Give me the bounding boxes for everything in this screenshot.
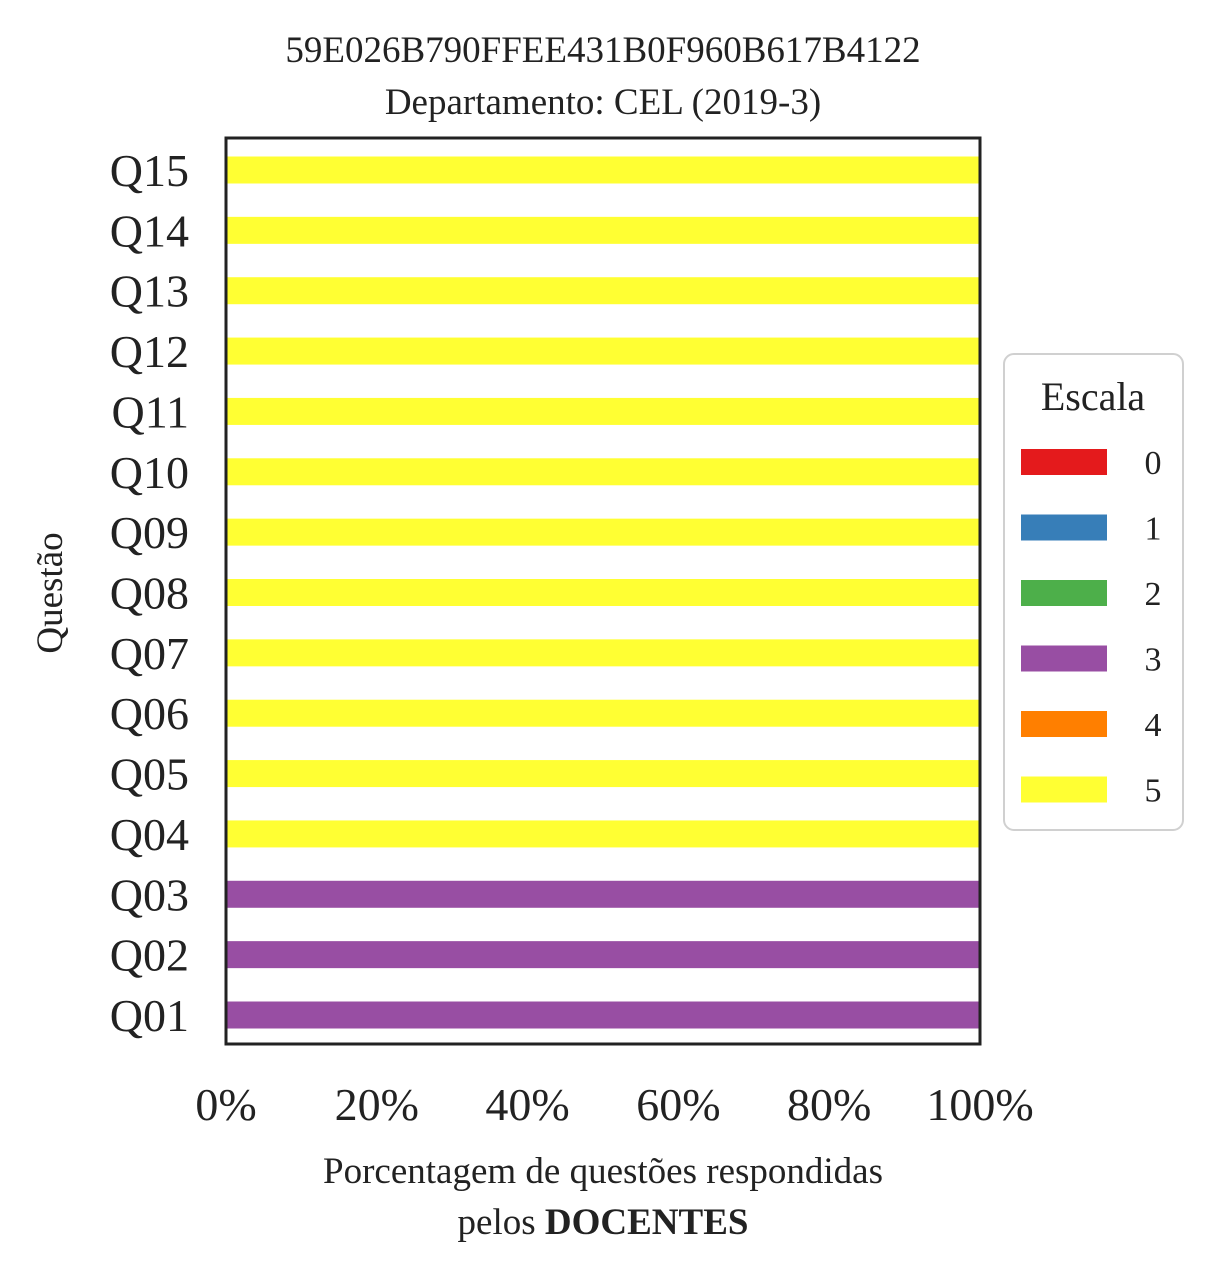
bar-q09-scale-5 (226, 518, 980, 546)
bar-q11-scale-5 (226, 397, 980, 425)
legend: Escala 0 1 2 3 4 5 (1003, 353, 1184, 831)
legend-label-0: 0 (1145, 445, 1162, 482)
x-axis-label-line1: Porcentagem de questões respondidas (323, 1151, 883, 1192)
x-tick-label-60: 60% (636, 1079, 720, 1130)
bar-q12-scale-5 (226, 337, 980, 365)
x-tick-label-20: 20% (335, 1079, 419, 1130)
legend-swatch-1 (1021, 514, 1107, 541)
legend-label-3: 3 (1145, 642, 1162, 679)
y-tick-label-q15: Q15 (110, 145, 189, 196)
x-axis-label-line2: pelos DOCENTES (458, 1202, 749, 1243)
y-tick-label-q13: Q13 (110, 266, 189, 317)
legend-label-1: 1 (1145, 511, 1162, 548)
chart-title: 59E026B790FFEE431B0F960B617B4122 (285, 30, 920, 71)
bar-q01-scale-3 (226, 1001, 980, 1029)
y-tick-label-q08: Q08 (110, 568, 189, 619)
y-tick-label-q07: Q07 (110, 628, 189, 679)
y-tick-label-q10: Q10 (110, 447, 189, 498)
bar-q02-scale-3 (226, 941, 980, 969)
bar-q05-scale-5 (226, 760, 980, 788)
chart-subtitle: Departamento: CEL (2019-3) (385, 82, 821, 123)
legend-swatch-2 (1021, 580, 1107, 606)
x-tick-label-80: 80% (787, 1079, 871, 1130)
legend-label-5: 5 (1145, 773, 1162, 810)
legend-swatch-4 (1021, 711, 1107, 737)
x-tick-labels: 0% 20% 40% 60% 80% 100% (195, 1079, 1033, 1130)
y-tick-label-q05: Q05 (110, 749, 189, 800)
y-axis-label: Questão (30, 532, 71, 653)
y-tick-label-q12: Q12 (110, 326, 189, 377)
y-tick-label-q06: Q06 (110, 688, 189, 739)
y-tick-label-q03: Q03 (110, 869, 189, 920)
legend-label-2: 2 (1145, 576, 1162, 613)
bars-group (226, 156, 980, 1029)
legend-title: Escala (1041, 374, 1146, 419)
y-tick-label-q11: Q11 (111, 386, 189, 437)
bar-q06-scale-5 (226, 699, 980, 727)
y-tick-label-q01: Q01 (110, 990, 189, 1041)
x-tick-label-40: 40% (485, 1079, 569, 1130)
y-tick-label-q04: Q04 (110, 809, 189, 860)
bar-q13-scale-5 (226, 277, 980, 305)
bar-q14-scale-5 (226, 216, 980, 244)
y-tick-label-q02: Q02 (110, 930, 189, 981)
legend-swatch-0 (1021, 449, 1107, 475)
y-tick-label-q14: Q14 (110, 205, 189, 256)
bar-q03-scale-3 (226, 880, 980, 908)
bar-q08-scale-5 (226, 579, 980, 606)
bar-q07-scale-5 (226, 639, 980, 667)
x-tick-label-100: 100% (926, 1079, 1033, 1130)
x-axis-label-prefix: pelos (458, 1202, 545, 1243)
bar-q15-scale-5 (226, 156, 980, 184)
bar-q04-scale-5 (226, 820, 980, 848)
x-axis-label-bold: DOCENTES (545, 1202, 749, 1243)
bar-q10-scale-5 (226, 458, 980, 486)
legend-swatch-3 (1021, 645, 1107, 672)
y-tick-label-q09: Q09 (110, 507, 189, 558)
plot-frame (224, 136, 982, 1046)
legend-entries: 0 1 2 3 4 5 (1021, 445, 1162, 810)
y-tick-labels: Q01 Q02 Q03 Q04 Q05 Q06 Q07 Q08 Q09 Q10 Q11 Q12 Q13 Q… (110, 145, 189, 1041)
legend-swatch-5 (1021, 776, 1107, 803)
legend-label-4: 4 (1145, 707, 1162, 744)
x-tick-label-0: 0% (195, 1079, 256, 1130)
